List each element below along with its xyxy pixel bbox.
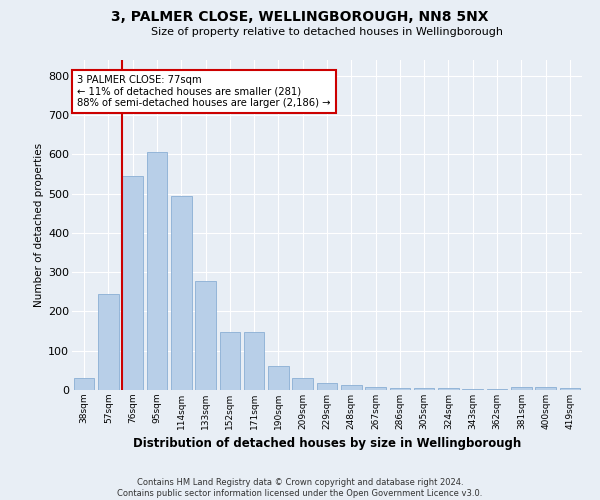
Bar — [535, 387, 556, 390]
Bar — [487, 389, 508, 390]
Bar — [317, 383, 337, 390]
Bar — [74, 378, 94, 390]
Bar — [244, 332, 265, 390]
Bar — [341, 386, 362, 390]
Bar — [195, 281, 216, 390]
Title: Size of property relative to detached houses in Wellingborough: Size of property relative to detached ho… — [151, 27, 503, 37]
Bar — [98, 294, 119, 390]
Y-axis label: Number of detached properties: Number of detached properties — [34, 143, 44, 307]
Bar — [268, 366, 289, 390]
Text: Contains HM Land Registry data © Crown copyright and database right 2024.
Contai: Contains HM Land Registry data © Crown c… — [118, 478, 482, 498]
Bar — [365, 387, 386, 390]
Bar — [560, 388, 580, 390]
X-axis label: Distribution of detached houses by size in Wellingborough: Distribution of detached houses by size … — [133, 438, 521, 450]
Bar — [146, 152, 167, 390]
Bar — [292, 378, 313, 390]
Bar — [220, 332, 240, 390]
Bar — [438, 388, 459, 390]
Bar — [389, 388, 410, 390]
Text: 3, PALMER CLOSE, WELLINGBOROUGH, NN8 5NX: 3, PALMER CLOSE, WELLINGBOROUGH, NN8 5NX — [111, 10, 489, 24]
Bar — [463, 389, 483, 390]
Bar — [122, 176, 143, 390]
Text: 3 PALMER CLOSE: 77sqm
← 11% of detached houses are smaller (281)
88% of semi-det: 3 PALMER CLOSE: 77sqm ← 11% of detached … — [77, 75, 331, 108]
Bar — [511, 387, 532, 390]
Bar — [171, 196, 191, 390]
Bar — [414, 388, 434, 390]
